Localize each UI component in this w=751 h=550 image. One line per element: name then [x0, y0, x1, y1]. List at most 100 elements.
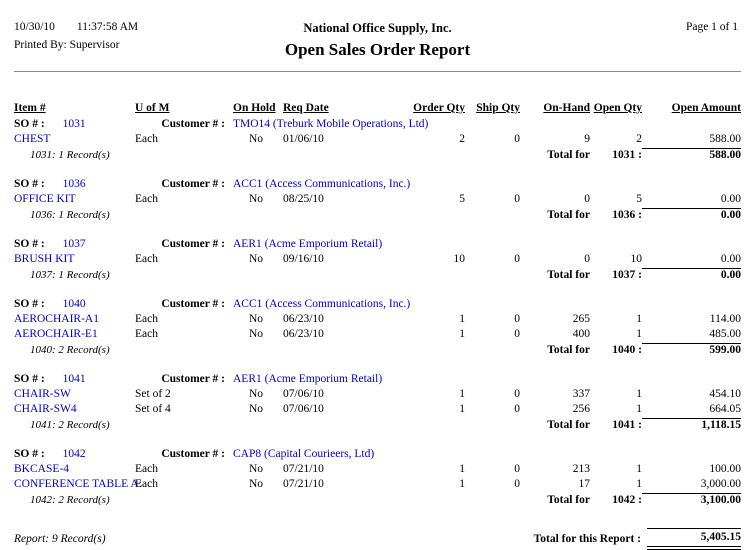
- item-link[interactable]: BKCASE-4: [14, 463, 69, 475]
- so-number-link[interactable]: 1041: [62, 373, 86, 385]
- so-number-link[interactable]: 1040: [62, 298, 86, 310]
- group-total-for-label: Total for: [547, 268, 590, 281]
- uofm-cell: Each: [135, 463, 158, 475]
- customer-link[interactable]: CAP8 (Capital Courieers, Ltd): [233, 448, 375, 460]
- order-qty-cell: 1: [459, 463, 465, 475]
- report-record-count: Report: 9 Record(s): [14, 533, 106, 545]
- so-header-row: SO # : 1037 Customer # : AER1 (Acme Emporiu…: [14, 238, 741, 253]
- item-link[interactable]: CONFERENCE TABLE A:: [14, 478, 142, 490]
- customer-link[interactable]: TMO14 (Treburk Mobile Operations, Ltd): [233, 118, 429, 130]
- customer-link[interactable]: AER1 (Acme Emporium Retail): [233, 373, 383, 385]
- open-qty-cell: 1: [636, 463, 642, 475]
- so-cell: SO # : 1042: [14, 448, 135, 463]
- item-row: AEROCHAIR-E1 Each No 06/23/10 1 0 400 1 485.00: [14, 328, 741, 343]
- customer-link[interactable]: ACC1 (Access Communications, Inc.): [233, 298, 411, 310]
- group-record-count: 1037: 1 Record(s): [30, 268, 110, 281]
- ship-qty-cell: 0: [514, 253, 520, 265]
- open-qty-cell: 1: [636, 403, 642, 415]
- on-hand-cell: 213: [572, 463, 590, 475]
- header-left-block: 10/30/10 11:37:58 AM Printed By: Supervis…: [14, 21, 138, 51]
- group-record-count: 1042: 2 Record(s): [30, 493, 110, 506]
- customer-link[interactable]: AER1 (Acme Emporium Retail): [233, 238, 383, 250]
- group-total-for-label: Total for: [547, 208, 590, 221]
- group-total-amount: 0.00: [642, 267, 741, 283]
- so-cell: SO # : 1036: [14, 178, 135, 193]
- group-total-amount: 1,118.15: [642, 417, 741, 433]
- group-total-so-label: 1031 :: [612, 148, 642, 161]
- group-gap: [14, 283, 741, 298]
- on-hand-cell: 256: [572, 403, 590, 415]
- open-amount-cell: 100.00: [709, 463, 741, 475]
- uofm-cell: Each: [135, 133, 158, 145]
- so-number-link[interactable]: 1042: [62, 448, 86, 460]
- so-number-link[interactable]: 1037: [62, 238, 86, 250]
- report-table: Item # U of M On Hold Req Date Order Qty Ship…: [14, 102, 741, 508]
- on-hold-cell: No: [248, 193, 264, 205]
- item-link[interactable]: CHEST: [14, 133, 51, 145]
- req-date-cell: 07/21/10: [283, 478, 324, 490]
- item-link[interactable]: OFFICE KIT: [14, 193, 76, 205]
- on-hand-cell: 0: [584, 253, 590, 265]
- group-gap: [14, 433, 741, 448]
- on-hand-cell: 400: [572, 328, 590, 340]
- group-total-so-label: 1041 :: [612, 418, 642, 431]
- ship-qty-cell: 0: [514, 328, 520, 340]
- report-footer: Report: 9 Record(s) Total for this Repor…: [14, 528, 741, 550]
- customer-label: Customer # :: [161, 238, 225, 250]
- item-link[interactable]: AEROCHAIR-A1: [14, 313, 99, 325]
- so-label: SO # :: [14, 373, 45, 385]
- item-row: CONFERENCE TABLE A: Each No 07/21/10 1 0 17 1 3,…: [14, 478, 741, 493]
- open-amount-cell: 588.00: [709, 133, 741, 145]
- column-header-7: Open Qty: [593, 102, 642, 114]
- order-qty-cell: 1: [459, 478, 465, 490]
- company-name: National Office Supply, Inc.: [303, 21, 452, 35]
- column-header-5: Ship Qty: [476, 102, 520, 114]
- uofm-cell: Each: [135, 478, 158, 490]
- customer-label: Customer # :: [161, 448, 225, 460]
- so-header-row: SO # : 1041 Customer # : AER1 (Acme Emporiu…: [14, 373, 741, 388]
- order-qty-cell: 1: [459, 313, 465, 325]
- column-header-0: Item #: [14, 102, 46, 114]
- group-total-row: 1041: 2 Record(s) Total for 1041 :1,118.15: [14, 417, 741, 433]
- req-date-cell: 06/23/10: [283, 328, 324, 340]
- item-link[interactable]: AEROCHAIR-E1: [14, 328, 98, 340]
- on-hold-cell: No: [248, 463, 264, 475]
- item-link[interactable]: CHAIR-SW4: [14, 403, 77, 415]
- customer-label: Customer # :: [161, 298, 225, 310]
- order-qty-cell: 1: [459, 328, 465, 340]
- so-number-link[interactable]: 1036: [62, 178, 86, 190]
- customer-link[interactable]: ACC1 (Access Communications, Inc.): [233, 178, 411, 190]
- item-link[interactable]: CHAIR-SW: [14, 388, 71, 400]
- page-number: Page 1 of 1: [685, 21, 738, 33]
- open-amount-cell: 0.00: [720, 193, 741, 205]
- uofm-cell: Each: [135, 253, 158, 265]
- column-header-8: Open Amount: [671, 102, 741, 114]
- group-gap: [14, 223, 741, 238]
- group-total-amount: 3,100.00: [642, 492, 741, 508]
- open-qty-cell: 1: [636, 328, 642, 340]
- open-qty-cell: 1: [636, 478, 642, 490]
- order-qty-cell: 2: [459, 133, 465, 145]
- uofm-cell: Each: [135, 328, 158, 340]
- group-record-count: 1040: 2 Record(s): [30, 343, 110, 356]
- report-table-body: SO # : 1031 Customer # : TMO14 (Treburk Mob…: [14, 118, 741, 508]
- uofm-cell: Each: [135, 313, 158, 325]
- report-total-label: Total for this Report :: [533, 533, 641, 545]
- report-header: 10/30/10 11:37:58 AM Printed By: Supervis…: [14, 21, 741, 65]
- item-row: AEROCHAIR-A1 Each No 06/23/10 1 0 265 1 114.00: [14, 313, 741, 328]
- open-amount-cell: 114.00: [709, 313, 741, 325]
- item-row: OFFICE KIT Each No 08/25/10 5 0 0 5 0.00: [14, 193, 741, 208]
- printed-by: Printed By: Supervisor: [14, 39, 120, 51]
- group-total-row: 1031: 1 Record(s) Total for 1031 :588.00: [14, 147, 741, 163]
- ship-qty-cell: 0: [514, 133, 520, 145]
- so-label: SO # :: [14, 238, 45, 250]
- column-header-2: On Hold: [233, 102, 276, 114]
- group-total-for-label: Total for: [547, 343, 590, 356]
- open-qty-cell: 1: [636, 313, 642, 325]
- ship-qty-cell: 0: [514, 463, 520, 475]
- ship-qty-cell: 0: [514, 478, 520, 490]
- item-link[interactable]: BRUSH KIT: [14, 253, 75, 265]
- item-row: BKCASE-4 Each No 07/21/10 1 0 213 1 100.00: [14, 463, 741, 478]
- so-label: SO # :: [14, 298, 45, 310]
- so-number-link[interactable]: 1031: [62, 118, 86, 130]
